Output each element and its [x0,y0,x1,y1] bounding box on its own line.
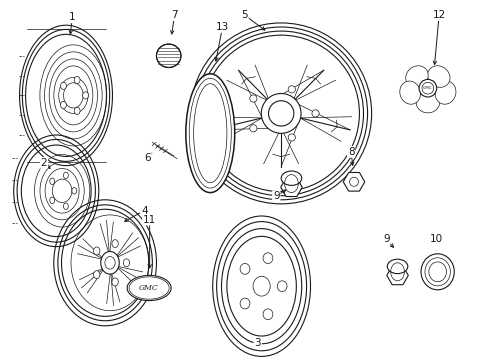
Ellipse shape [112,240,118,248]
Circle shape [287,86,295,93]
Ellipse shape [72,188,77,194]
Text: 4: 4 [141,206,147,216]
Ellipse shape [240,298,249,309]
Ellipse shape [349,177,358,186]
Ellipse shape [61,82,66,90]
Text: 3: 3 [254,338,261,348]
Text: 10: 10 [429,234,442,244]
Ellipse shape [434,81,455,104]
Ellipse shape [263,309,272,320]
Ellipse shape [156,44,181,68]
Text: 1: 1 [69,12,76,22]
Circle shape [311,110,319,117]
Ellipse shape [415,92,439,113]
Ellipse shape [63,203,68,210]
Text: 5: 5 [241,10,247,20]
Ellipse shape [63,172,68,179]
Text: 2: 2 [41,158,47,168]
Ellipse shape [52,179,72,202]
Ellipse shape [82,92,88,99]
Text: 9: 9 [382,234,389,244]
Ellipse shape [112,278,118,286]
Ellipse shape [427,66,449,87]
Ellipse shape [240,264,249,274]
Ellipse shape [50,197,55,203]
Ellipse shape [399,81,420,104]
Ellipse shape [50,178,55,185]
Ellipse shape [123,259,129,267]
Circle shape [261,94,301,133]
Ellipse shape [263,253,272,264]
Text: 11: 11 [142,215,156,225]
Ellipse shape [185,74,234,193]
Text: 13: 13 [215,22,229,32]
Text: 7: 7 [171,10,178,20]
Circle shape [287,134,295,141]
Circle shape [249,125,257,132]
Text: 9: 9 [272,191,279,201]
Circle shape [418,80,436,97]
Text: GMC: GMC [422,86,432,90]
Ellipse shape [386,259,407,274]
Text: 6: 6 [144,153,151,163]
Ellipse shape [424,258,449,286]
Ellipse shape [189,78,231,188]
Ellipse shape [101,251,119,274]
Text: 12: 12 [431,10,445,20]
Ellipse shape [127,275,171,301]
Ellipse shape [63,83,83,108]
Ellipse shape [405,66,427,87]
Ellipse shape [281,171,301,185]
Ellipse shape [253,276,270,296]
Circle shape [249,95,257,102]
Ellipse shape [74,76,80,84]
Ellipse shape [93,247,100,255]
Ellipse shape [93,271,100,279]
Text: GMC: GMC [139,284,159,292]
Ellipse shape [61,101,66,108]
Circle shape [268,101,293,126]
Text: 8: 8 [347,147,354,157]
Ellipse shape [277,281,286,292]
Ellipse shape [420,254,453,290]
Ellipse shape [59,77,88,113]
Ellipse shape [74,107,80,114]
Ellipse shape [104,256,115,269]
